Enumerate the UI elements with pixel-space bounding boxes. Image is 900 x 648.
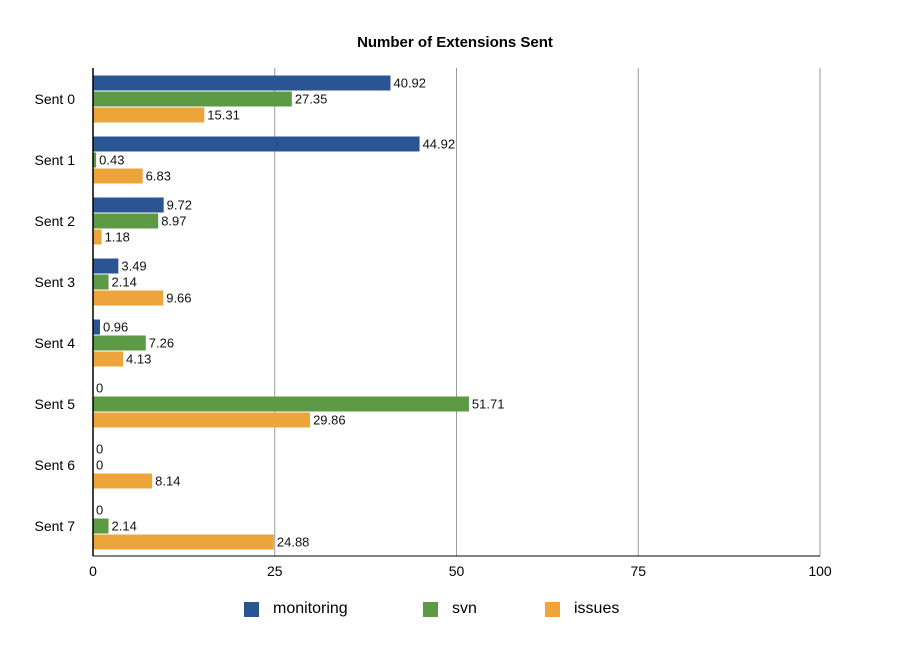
value-label-halo: 6.83 [146, 169, 171, 184]
value-label-halo: 40.92 [393, 76, 426, 91]
legend-item-monitoring: monitoring [244, 600, 348, 618]
category-label: Sent 7 [35, 518, 76, 534]
bar-svn [93, 152, 97, 168]
value-label-halo: 0 [96, 503, 103, 518]
value-label-halo: 0 [96, 442, 103, 457]
category-label: Sent 4 [35, 335, 76, 351]
category-label: Sent 3 [35, 274, 76, 290]
bar-issues [93, 351, 124, 367]
bar-monitoring [93, 258, 119, 274]
value-label: 29.86 [313, 413, 346, 428]
legend-label: monitoring [273, 600, 348, 617]
category-label: Sent 6 [35, 457, 76, 473]
legend-label: svn [452, 600, 477, 617]
value-label-halo: 15.31 [207, 108, 240, 123]
value-label-halo: 3.49 [121, 259, 146, 274]
value-label-halo: 0.96 [103, 320, 128, 335]
value-label: 0.43 [99, 153, 124, 168]
value-label: 8.97 [161, 214, 186, 229]
bar-issues [93, 168, 143, 184]
value-label-halo: 7.26 [149, 336, 174, 351]
x-tick-label: 25 [267, 563, 283, 579]
value-label: 9.66 [166, 291, 191, 306]
category-label: Sent 2 [35, 213, 76, 229]
value-label-halo: 29.86 [313, 413, 346, 428]
value-label: 0 [96, 458, 103, 473]
bar-svn [93, 396, 469, 412]
legend-swatch [244, 601, 259, 617]
value-label-halo: 1.18 [105, 230, 130, 245]
value-label: 7.26 [149, 336, 174, 351]
value-label: 44.92 [423, 137, 456, 152]
value-label: 24.88 [277, 535, 310, 550]
value-label-halo: 44.92 [423, 137, 456, 152]
bar-issues [93, 229, 102, 245]
value-label-halo: 4.13 [126, 352, 151, 367]
value-label: 0 [96, 381, 103, 396]
bar-svn [93, 91, 292, 107]
legend-swatch [545, 601, 560, 617]
bar-monitoring [93, 197, 164, 213]
value-label: 6.83 [146, 169, 171, 184]
value-label: 0.96 [103, 320, 128, 335]
value-label-halo: 9.72 [167, 198, 192, 213]
value-label: 0 [96, 503, 103, 518]
bar-svn [93, 274, 109, 290]
chart-title: Number of Extensions Sent [357, 34, 553, 51]
value-label: 51.71 [472, 397, 505, 412]
legend: monitoring svn issues [0, 600, 900, 624]
bar-monitoring [93, 319, 100, 335]
x-tick-label: 0 [89, 563, 97, 579]
value-label-halo: 8.14 [155, 474, 180, 489]
value-label-halo: 27.35 [295, 92, 328, 107]
value-label: 27.35 [295, 92, 328, 107]
value-label: 2.14 [112, 519, 137, 534]
category-label: Sent 0 [35, 91, 76, 107]
x-tick-label: 50 [449, 563, 465, 579]
legend-item-svn: svn [423, 600, 477, 618]
bar-issues [93, 412, 311, 428]
legend-label: issues [574, 600, 620, 617]
value-label-halo: 0 [96, 458, 103, 473]
value-label-halo: 8.97 [161, 214, 186, 229]
value-label: 3.49 [121, 259, 146, 274]
value-label-halo: 2.14 [112, 275, 137, 290]
value-label: 15.31 [207, 108, 240, 123]
legend-swatch [423, 601, 438, 617]
value-label-halo: 9.66 [166, 291, 191, 306]
value-label-halo: 0.43 [99, 153, 124, 168]
bar-issues [93, 534, 274, 550]
value-label: 0 [96, 442, 103, 457]
category-label: Sent 1 [35, 152, 76, 168]
bar-svn [93, 518, 109, 534]
value-label: 2.14 [112, 275, 137, 290]
value-label: 4.13 [126, 352, 151, 367]
bar-monitoring [93, 136, 420, 152]
bar-issues [93, 473, 153, 489]
x-tick-label: 75 [630, 563, 646, 579]
bar-issues [93, 290, 164, 306]
value-label-halo: 51.71 [472, 397, 505, 412]
value-label: 9.72 [167, 198, 192, 213]
bar-svn [93, 335, 146, 351]
value-label: 8.14 [155, 474, 180, 489]
value-label-halo: 2.14 [112, 519, 137, 534]
value-label-halo: 0 [96, 381, 103, 396]
value-label-halo: 24.88 [277, 535, 310, 550]
legend-item-issues: issues [545, 600, 619, 618]
bar-issues [93, 107, 205, 123]
bar-svn [93, 213, 159, 229]
category-label: Sent 5 [35, 396, 76, 412]
value-label: 1.18 [105, 230, 130, 245]
bar-monitoring [93, 75, 391, 91]
value-label: 40.92 [393, 76, 426, 91]
x-tick-label: 100 [808, 563, 832, 579]
